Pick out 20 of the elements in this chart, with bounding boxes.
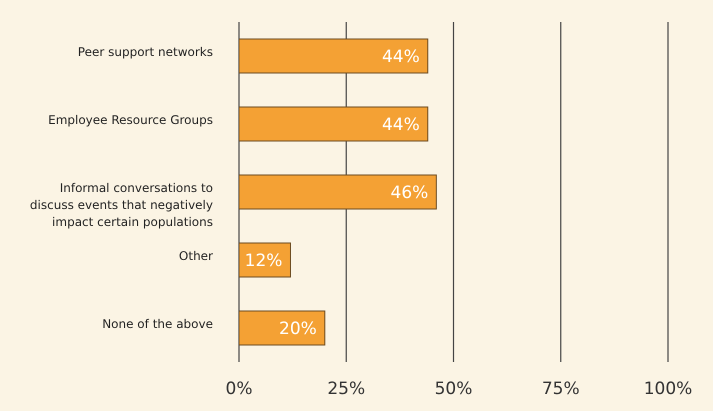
data-label: 20% <box>279 319 317 340</box>
bar <box>239 310 326 346</box>
y-tick-label: Informal conversations to discuss events that negatively impact certain populations <box>30 181 213 229</box>
x-tick-label: 75% <box>542 379 580 400</box>
y-tick-label: Employee Resource Groups <box>48 113 213 127</box>
bar <box>239 174 437 210</box>
bar <box>239 242 291 278</box>
x-tick-label: 100% <box>644 379 692 400</box>
data-label: 46% <box>390 183 428 204</box>
x-tick-label: 0% <box>226 379 252 400</box>
data-label: 44% <box>382 115 420 136</box>
x-tick-label: 25% <box>327 379 366 400</box>
x-tick-label: 50% <box>434 379 472 400</box>
data-label: 44% <box>382 47 420 68</box>
y-tick-label: None of the above <box>102 317 213 331</box>
bar <box>239 38 428 74</box>
bar <box>239 106 428 142</box>
y-tick-label: Other <box>178 249 214 263</box>
data-label: 12% <box>244 251 282 272</box>
y-tick-label: Peer support networks <box>78 45 213 59</box>
